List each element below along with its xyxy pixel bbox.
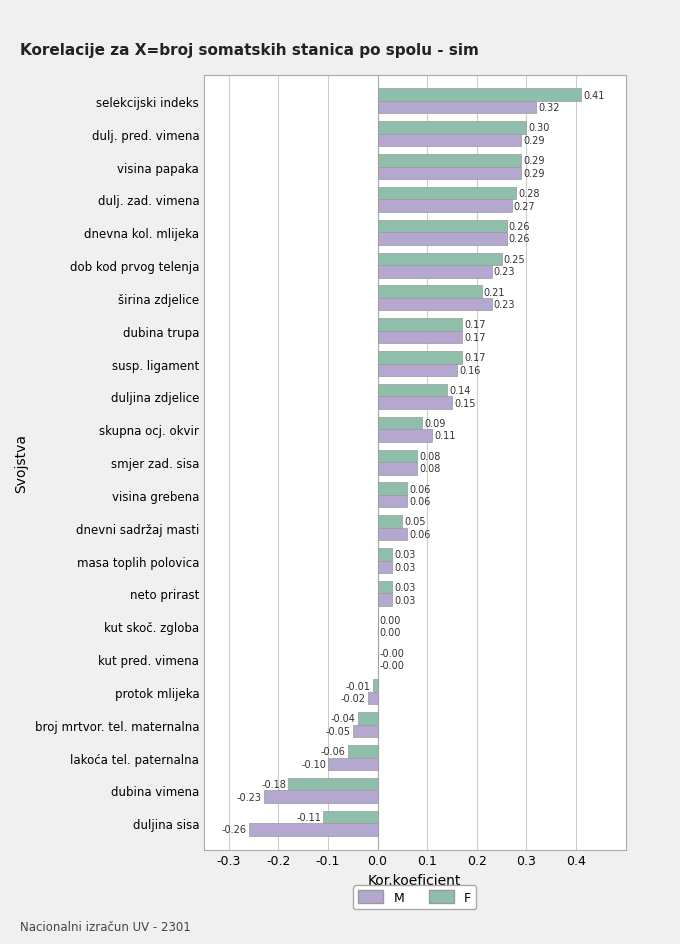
Text: 0.06: 0.06 [409, 497, 430, 507]
Bar [377, 582, 392, 594]
Text: 0.30: 0.30 [528, 124, 549, 133]
Bar [358, 713, 377, 725]
Bar [377, 221, 507, 233]
Bar [377, 397, 452, 410]
Bar [323, 811, 377, 823]
Text: 0.16: 0.16 [459, 365, 480, 376]
Bar [264, 790, 377, 803]
Y-axis label: Svojstva: Svojstva [14, 433, 28, 492]
Bar [328, 758, 377, 770]
Bar [377, 102, 537, 114]
Bar [377, 286, 481, 298]
Text: 0.25: 0.25 [504, 255, 525, 264]
Bar [377, 515, 403, 528]
Bar [377, 90, 581, 102]
Text: 0.03: 0.03 [394, 595, 416, 605]
Text: 0.29: 0.29 [524, 156, 545, 166]
Text: 0.03: 0.03 [394, 582, 416, 593]
Text: 0.17: 0.17 [464, 353, 486, 362]
Bar [377, 200, 511, 212]
Bar [377, 233, 507, 245]
Text: -0.01: -0.01 [346, 681, 371, 691]
Bar [368, 692, 377, 704]
Text: -0.05: -0.05 [326, 726, 351, 736]
Text: -0.00: -0.00 [379, 661, 405, 670]
Text: 0.08: 0.08 [420, 451, 441, 462]
Text: 0.26: 0.26 [509, 234, 530, 244]
Bar [377, 122, 526, 135]
Bar [377, 528, 407, 541]
Text: 0.06: 0.06 [409, 530, 430, 539]
Text: 0.15: 0.15 [454, 398, 475, 408]
Text: 0.23: 0.23 [494, 300, 515, 310]
Text: -0.23: -0.23 [237, 792, 262, 801]
Text: 0.17: 0.17 [464, 320, 486, 330]
Bar [377, 135, 522, 147]
Text: -0.18: -0.18 [262, 780, 286, 789]
Bar [377, 167, 522, 179]
Bar [249, 823, 377, 835]
Text: Korelacije za X=broj somatskih stanica po spolu - sim: Korelacije za X=broj somatskih stanica p… [20, 42, 479, 58]
Text: 0.14: 0.14 [449, 386, 471, 396]
Bar [377, 561, 392, 573]
Bar [377, 319, 462, 331]
Text: 0.28: 0.28 [518, 189, 540, 199]
Bar [348, 746, 377, 758]
Text: -0.04: -0.04 [331, 714, 356, 724]
Bar [377, 463, 418, 475]
Text: -0.02: -0.02 [341, 694, 366, 703]
Bar [377, 594, 392, 606]
Text: 0.11: 0.11 [434, 431, 456, 441]
Bar [377, 483, 407, 496]
Text: 0.29: 0.29 [524, 136, 545, 145]
X-axis label: Kor.koeficient: Kor.koeficient [368, 873, 462, 887]
Bar [377, 188, 517, 200]
Bar [377, 450, 418, 463]
Text: -0.06: -0.06 [321, 747, 346, 756]
Bar [373, 680, 377, 692]
Text: -0.26: -0.26 [222, 825, 247, 834]
Bar [377, 298, 492, 311]
Bar [377, 266, 492, 278]
Bar [353, 725, 377, 737]
Bar [377, 430, 432, 442]
Text: 0.00: 0.00 [379, 628, 401, 638]
Bar [377, 253, 502, 266]
Text: 0.41: 0.41 [583, 91, 605, 100]
Bar [377, 496, 407, 508]
Text: -0.10: -0.10 [301, 759, 326, 769]
Legend: M, F: M, F [354, 885, 476, 909]
Text: 0.23: 0.23 [494, 267, 515, 277]
Text: 0.05: 0.05 [405, 517, 426, 527]
Text: 0.29: 0.29 [524, 169, 545, 178]
Bar [377, 155, 522, 167]
Text: 0.26: 0.26 [509, 222, 530, 231]
Text: 0.32: 0.32 [539, 103, 560, 113]
Text: 0.21: 0.21 [483, 287, 505, 297]
Bar [377, 364, 457, 377]
Bar [377, 417, 422, 430]
Text: 0.08: 0.08 [420, 464, 441, 474]
Text: 0.06: 0.06 [409, 484, 430, 494]
Text: 0.00: 0.00 [379, 615, 401, 625]
Bar [377, 352, 462, 364]
Bar [377, 331, 462, 344]
Bar [377, 384, 447, 397]
Text: Nacionalni izračun UV - 2301: Nacionalni izračun UV - 2301 [20, 919, 191, 933]
Text: 0.27: 0.27 [513, 201, 535, 211]
Text: -0.00: -0.00 [379, 649, 405, 658]
Text: 0.17: 0.17 [464, 332, 486, 343]
Text: -0.11: -0.11 [296, 812, 321, 822]
Bar [288, 778, 377, 790]
Text: 0.03: 0.03 [394, 549, 416, 560]
Text: 0.09: 0.09 [424, 418, 445, 429]
Text: 0.03: 0.03 [394, 563, 416, 572]
Bar [377, 548, 392, 561]
